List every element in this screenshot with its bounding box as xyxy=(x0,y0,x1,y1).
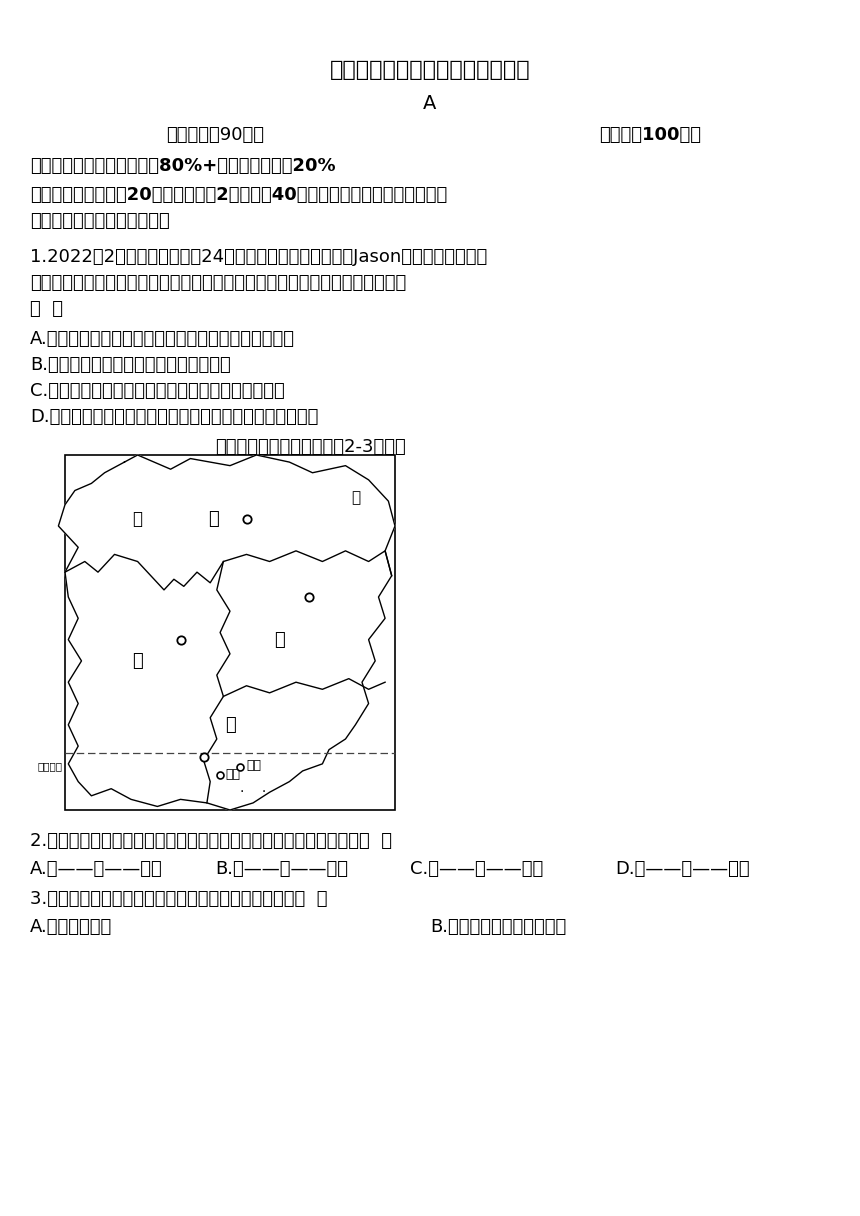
Text: 长: 长 xyxy=(132,510,143,528)
Text: C.少数民族集中分布在东北、东南和西北等边远地区: C.少数民族集中分布在东北、东南和西北等边远地区 xyxy=(30,382,285,400)
Bar xyxy=(65,455,395,810)
Text: 考试范围：八年级上册知识80%+八年级下册知识20%: 考试范围：八年级上册知识80%+八年级下册知识20% xyxy=(30,157,335,175)
Text: 【满分：100分】: 【满分：100分】 xyxy=(599,126,701,143)
Text: 乙: 乙 xyxy=(132,652,143,670)
Text: A: A xyxy=(423,94,437,113)
Text: A.矿产资源丰富: A.矿产资源丰富 xyxy=(30,918,113,936)
Text: D.人口分布大致以漠河一腾冲一线为界，呈东少西多的态势: D.人口分布大致以漠河一腾冲一线为界，呈东少西多的态势 xyxy=(30,409,318,426)
Text: A.甲——鄂——长沙: A.甲——鄂——长沙 xyxy=(30,860,163,878)
Text: 丙: 丙 xyxy=(274,631,285,648)
Text: 湘教版八年级下学期地理开学测试: 湘教版八年级下学期地理开学测试 xyxy=(329,60,531,80)
Text: 读我国某区域示意图，完成2-3小题。: 读我国某区域示意图，完成2-3小题。 xyxy=(215,438,405,456)
Text: 一、选择题：本体共20小题，每小题2分，共计40分。在每小题给出的四个选项中: 一、选择题：本体共20小题，每小题2分，共计40分。在每小题给出的四个选项中 xyxy=(30,186,447,204)
Text: 只有一项是符合题目要求的。: 只有一项是符合题目要求的。 xyxy=(30,212,169,230)
Text: C.丙——赣——南昌: C.丙——赣——南昌 xyxy=(410,860,544,878)
Polygon shape xyxy=(58,455,395,810)
Text: D.丁——桂——广州: D.丁——桂——广州 xyxy=(615,860,750,878)
Text: ·    ·: · · xyxy=(240,786,267,799)
Text: B.邻国众多，南与缅甸、老挝和越南为邻: B.邻国众多，南与缅甸、老挝和越南为邻 xyxy=(30,356,230,375)
Text: 3.丁省的珠江三角洲地区发展外向型经济的优势条件是（  ）: 3.丁省的珠江三角洲地区发展外向型经济的优势条件是（ ） xyxy=(30,890,328,908)
Text: A.疆域辽阔，北回归线穿过领土南部，北极圈穿过北部: A.疆域辽阔，北回归线穿过领土南部，北极圈穿过北部 xyxy=(30,330,295,348)
Text: 甲: 甲 xyxy=(208,510,219,528)
Text: 丁: 丁 xyxy=(224,716,236,733)
Text: 1.2022年2月将在北京举办第24届冬奥会，生活在加拿大的Jason为此也做着准备，: 1.2022年2月将在北京举办第24届冬奥会，生活在加拿大的Jason为此也做着… xyxy=(30,248,488,266)
Text: 江: 江 xyxy=(351,490,360,505)
Text: （  ）: （ ） xyxy=(30,300,63,319)
Text: 北回归线: 北回归线 xyxy=(37,761,62,771)
Text: B.京广、陇海铁路直通本区: B.京广、陇海铁路直通本区 xyxy=(430,918,566,936)
Text: 他上网搜集关于中国的资料并做了笔记，以下是他对中国的描述，其中正确的是: 他上网搜集关于中国的资料并做了笔记，以下是他对中国的描述，其中正确的是 xyxy=(30,274,406,292)
Text: 澳门: 澳门 xyxy=(225,769,240,781)
Text: B.乙——湘——湘潭: B.乙——湘——湘潭 xyxy=(215,860,348,878)
Text: 2.甲、乙、丙、丁所在的省区与其简称及行政中心的连线，正确的是（  ）: 2.甲、乙、丙、丁所在的省区与其简称及行政中心的连线，正确的是（ ） xyxy=(30,832,392,850)
Text: 香港: 香港 xyxy=(246,759,261,772)
Text: 考试时间：90分钟: 考试时间：90分钟 xyxy=(166,126,264,143)
